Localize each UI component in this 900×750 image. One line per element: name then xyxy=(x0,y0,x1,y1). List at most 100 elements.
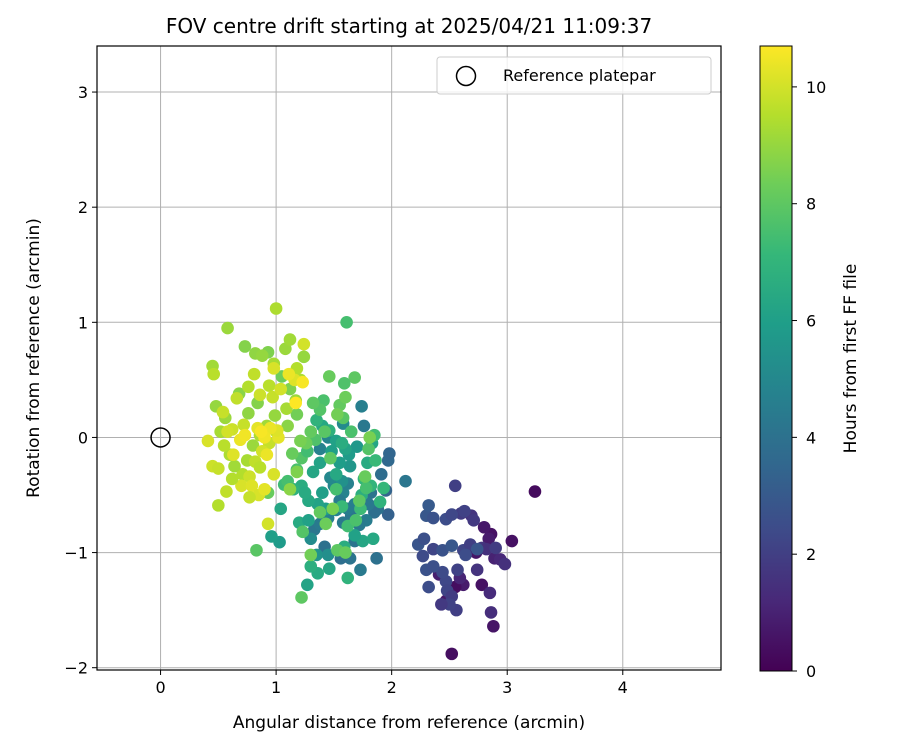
scatter-point xyxy=(445,647,459,661)
x-tick-label: 0 xyxy=(155,678,165,697)
scatter-point xyxy=(374,467,388,481)
scatter-point xyxy=(505,534,519,548)
scatter-point xyxy=(426,560,440,573)
scatter-point xyxy=(262,379,276,392)
scatter-point xyxy=(357,419,371,433)
scatter-point xyxy=(377,481,390,495)
scatter-point xyxy=(383,447,396,460)
scatter-point xyxy=(261,517,275,531)
scatter-point xyxy=(363,431,377,444)
scatter-point xyxy=(451,563,464,577)
scatter-point xyxy=(268,409,282,422)
scatter-point xyxy=(212,462,225,475)
x-tick-label: 1 xyxy=(271,678,281,697)
scatter-point xyxy=(267,362,281,375)
scatter-point xyxy=(274,502,288,516)
y-tick-label: 1 xyxy=(78,313,88,332)
scatter-point xyxy=(335,436,349,450)
scatter-point xyxy=(255,349,269,362)
colorbar-gradient xyxy=(759,45,793,672)
legend: Reference platepar xyxy=(436,56,712,95)
scatter-point xyxy=(290,408,304,421)
scatter-point xyxy=(260,448,274,462)
scatter-point xyxy=(470,563,484,577)
scatter-point xyxy=(296,375,309,389)
scatter-point xyxy=(221,425,234,438)
scatter-point xyxy=(458,504,471,518)
scatter-point xyxy=(316,486,329,500)
scatter-point xyxy=(301,578,314,592)
scatter-point xyxy=(297,337,311,351)
scatter-point xyxy=(467,514,481,527)
scatter-point xyxy=(304,548,318,562)
scatter-point xyxy=(362,442,375,456)
y-axis-label: Rotation from reference (arcmin) xyxy=(24,218,44,498)
scatter-point xyxy=(295,591,308,604)
colorbar-tick-label: 4 xyxy=(806,428,816,447)
colorbar-tick-label: 6 xyxy=(806,312,816,331)
scatter-point xyxy=(399,474,412,488)
scatter-point xyxy=(302,514,315,527)
scatter-point xyxy=(212,499,225,512)
scatter-point xyxy=(448,479,462,493)
scatter-point xyxy=(304,560,318,573)
scatter-point xyxy=(381,508,395,521)
scatter-point xyxy=(329,482,343,496)
scatter-point xyxy=(459,548,472,562)
scatter-point xyxy=(435,598,448,611)
scatter-point xyxy=(369,454,382,467)
scatter-point xyxy=(355,400,368,413)
scatter-point xyxy=(348,371,361,384)
scatter-point xyxy=(221,321,234,335)
scatter-point xyxy=(228,459,241,473)
scatter-point xyxy=(339,390,352,404)
y-tick-label: 0 xyxy=(78,428,88,447)
scatter-point xyxy=(318,425,331,438)
scatter-point xyxy=(422,499,435,512)
scatter-point xyxy=(258,482,271,496)
data-points xyxy=(201,302,542,661)
scatter-point xyxy=(289,396,303,410)
colorbar-tick-label: 10 xyxy=(806,78,826,97)
scatter-point xyxy=(480,542,493,556)
colorbar-ticks: 0 2 4 6 8 10 xyxy=(792,78,826,681)
y-tick-label: 2 xyxy=(78,198,88,217)
scatter-point xyxy=(253,461,267,474)
scatter-point xyxy=(343,459,357,473)
scatter-point xyxy=(337,377,351,390)
axis-ticks: 0 1 2 3 4 −2 −1 0 1 2 3 xyxy=(64,83,627,697)
scatter-point xyxy=(487,619,500,633)
scatter-point xyxy=(304,425,318,438)
scatter-point xyxy=(528,485,542,498)
scatter-point xyxy=(319,517,333,531)
scatter-point xyxy=(238,428,252,442)
legend-box xyxy=(436,56,712,95)
scatter-point xyxy=(313,505,327,519)
scatter-point xyxy=(298,486,312,500)
scatter-point xyxy=(283,482,297,496)
scatter-point xyxy=(340,316,353,329)
scatter-point xyxy=(230,391,244,405)
scatter-point xyxy=(445,539,459,552)
scatter-point xyxy=(426,542,440,556)
scatter-point xyxy=(280,402,293,415)
scatter-point xyxy=(326,502,340,516)
scatter-point xyxy=(254,425,268,438)
scatter-point xyxy=(267,467,281,481)
scatter-point xyxy=(282,367,296,381)
scatter-point xyxy=(322,370,336,383)
scatter-point xyxy=(247,367,261,381)
scatter-point xyxy=(217,439,231,452)
scatter-point xyxy=(296,525,309,539)
y-tick-label: −1 xyxy=(64,544,88,563)
scatter-point xyxy=(475,578,489,592)
scatter-point xyxy=(354,563,367,577)
scatter-point xyxy=(470,542,484,556)
scatter-point xyxy=(339,546,352,559)
x-tick-label: 3 xyxy=(502,678,512,697)
scatter-point xyxy=(227,448,240,462)
scatter-point xyxy=(250,543,263,557)
scatter-point xyxy=(274,382,288,396)
scatter-point xyxy=(489,541,502,555)
